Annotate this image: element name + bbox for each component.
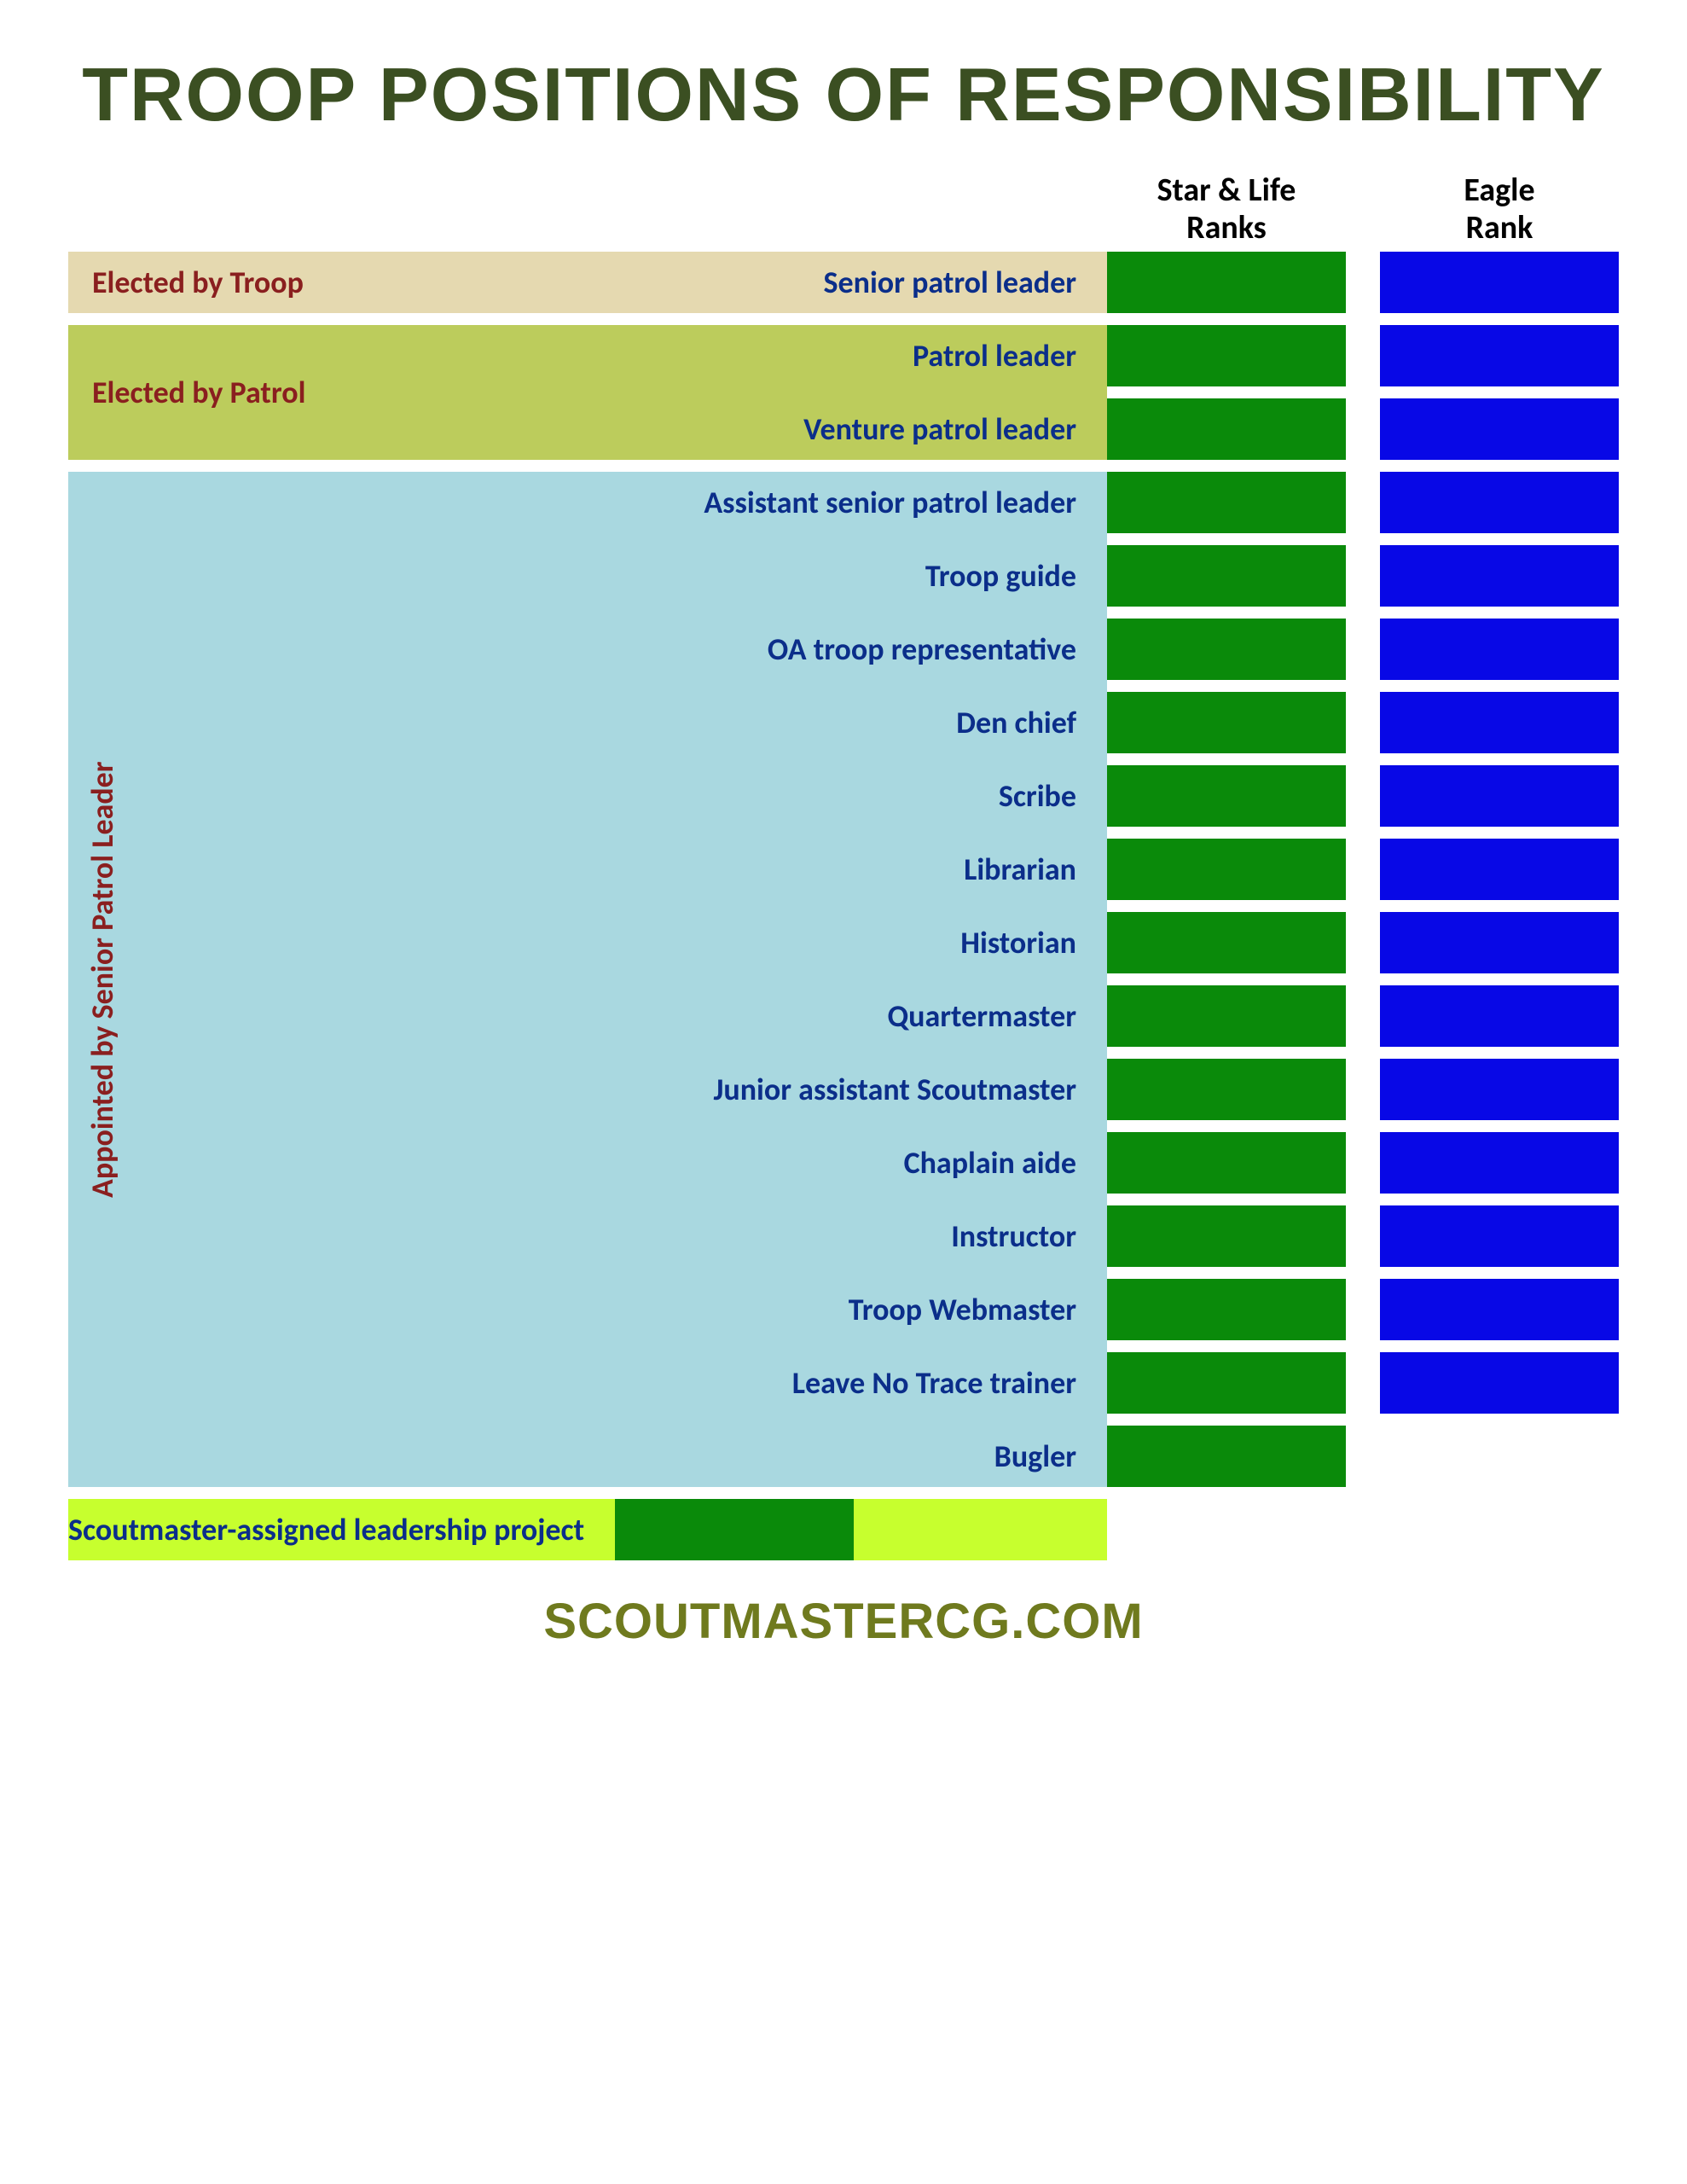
rank-cell — [1380, 252, 1619, 313]
position-name: Librarian — [68, 851, 1107, 888]
position-name: Troop Webmaster — [68, 1291, 1107, 1328]
rank-cell — [1380, 1279, 1619, 1340]
rank-cell — [1107, 765, 1346, 827]
rank-cell — [1380, 472, 1619, 533]
position-row: Troop guide — [68, 545, 1619, 607]
position-name: Den chief — [68, 704, 1107, 741]
rank-cell — [1380, 1426, 1619, 1487]
rank-cell — [1107, 1059, 1346, 1120]
rank-cell — [1107, 839, 1346, 900]
header-star-life: Star & Life Ranks — [1107, 172, 1346, 247]
group-label: Appointed by Senior Patrol Leader — [68, 472, 136, 1487]
rank-cell — [1107, 692, 1346, 753]
position-row: Den chief — [68, 692, 1619, 753]
rank-cell — [1107, 1426, 1346, 1487]
group-label: Elected by Patrol — [68, 325, 329, 460]
position-row: Scribe — [68, 765, 1619, 827]
rank-cell — [1380, 765, 1619, 827]
rank-cell — [1107, 1352, 1346, 1414]
rank-cell — [1380, 619, 1619, 680]
rank-cell — [1107, 1205, 1346, 1267]
rank-cell — [888, 1499, 1127, 1560]
position-name: Quartermaster — [68, 997, 1107, 1035]
position-row: OA troop representative — [68, 619, 1619, 680]
position-name: Junior assistant Scoutmaster — [68, 1071, 1107, 1108]
rank-cell — [1107, 398, 1346, 460]
position-row: Librarian — [68, 839, 1619, 900]
rank-cell — [1380, 545, 1619, 607]
rank-cell — [1107, 985, 1346, 1047]
rank-cell — [1380, 839, 1619, 900]
position-row: Instructor — [68, 1205, 1619, 1267]
rank-cell — [1380, 1205, 1619, 1267]
position-row: Historian — [68, 912, 1619, 973]
position-name: Troop guide — [68, 557, 1107, 595]
position-name: Chaplain aide — [68, 1144, 1107, 1182]
group-label: Elected by Troop — [68, 252, 328, 313]
rank-cell — [1107, 545, 1346, 607]
rank-cell — [1380, 325, 1619, 386]
rank-cell — [1380, 1059, 1619, 1120]
position-row: Scoutmaster-assigned leadership project — [68, 1499, 1127, 1560]
rank-cell — [1107, 252, 1346, 313]
group-patrol: Elected by PatrolPatrol leaderVenture pa… — [68, 325, 1619, 460]
position-name: Scribe — [68, 777, 1107, 815]
position-row: Junior assistant Scoutmaster — [68, 1059, 1619, 1120]
position-row: Quartermaster — [68, 985, 1619, 1047]
rank-cell — [1380, 912, 1619, 973]
rank-cell — [1107, 325, 1346, 386]
rank-cell — [1107, 1132, 1346, 1194]
rank-cell — [1380, 692, 1619, 753]
rank-cell — [1380, 398, 1619, 460]
position-name: OA troop representative — [68, 630, 1107, 668]
header-eagle: Eagle Rank — [1380, 172, 1619, 247]
position-row: Bugler — [68, 1426, 1619, 1487]
group-troop: Elected by TroopSenior patrol leader — [68, 252, 1619, 313]
position-name: Historian — [68, 924, 1107, 961]
position-row: Assistant senior patrol leader — [68, 472, 1619, 533]
position-name: Instructor — [68, 1217, 1107, 1255]
page-title: TROOP POSITIONS OF RESPONSIBILITY — [68, 51, 1619, 138]
position-row: Troop Webmaster — [68, 1279, 1619, 1340]
rank-cell — [1107, 912, 1346, 973]
position-name: Assistant senior patrol leader — [68, 484, 1107, 521]
position-row: Leave No Trace trainer — [68, 1352, 1619, 1414]
rank-cell — [1380, 985, 1619, 1047]
group-spl: Appointed by Senior Patrol LeaderAssista… — [68, 472, 1619, 1487]
column-headers: Star & Life Ranks Eagle Rank — [256, 172, 1619, 247]
position-name: Leave No Trace trainer — [68, 1364, 1107, 1402]
rank-cell — [1107, 619, 1346, 680]
rank-cell — [615, 1499, 854, 1560]
position-name: Scoutmaster-assigned leadership project — [68, 1511, 615, 1548]
footer-url: SCOUTMASTERCG.COM — [68, 1593, 1619, 1650]
group-standalone: Scoutmaster-assigned leadership project — [68, 1499, 1619, 1560]
positions-table: Elected by TroopSenior patrol leaderElec… — [68, 252, 1619, 1560]
rank-cell — [1380, 1352, 1619, 1414]
position-name: Bugler — [68, 1438, 1107, 1475]
position-row: Chaplain aide — [68, 1132, 1619, 1194]
rank-cell — [1107, 1279, 1346, 1340]
rank-cell — [1380, 1132, 1619, 1194]
rank-cell — [1107, 472, 1346, 533]
